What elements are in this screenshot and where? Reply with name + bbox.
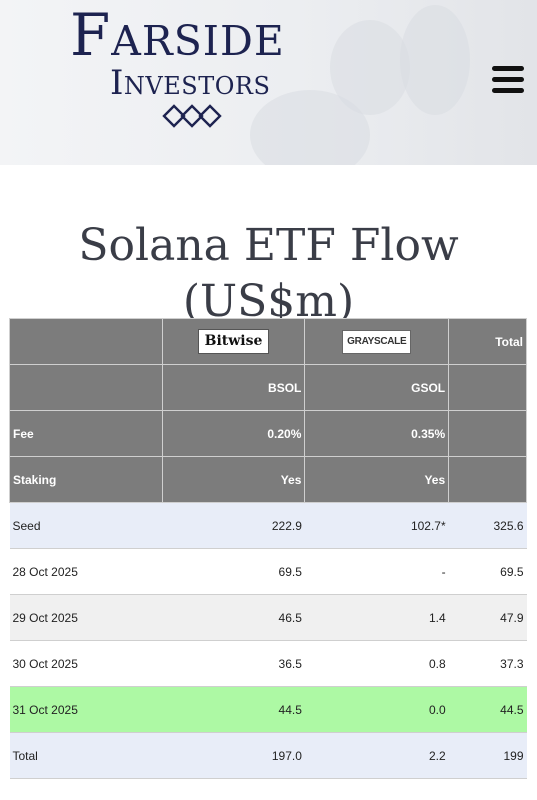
gsol-value: 1.4 [304,594,449,641]
row-label: Total [9,732,163,779]
menu-bar [492,77,524,82]
fee-bsol: 0.20% [161,410,306,457]
gsol-value: - [304,548,449,595]
empty-header-cell [448,410,527,457]
fee-gsol: 0.35% [304,410,450,457]
bsol-value: 222.9 [162,502,305,549]
bsol-value: 69.5 [162,548,305,595]
gsol-value: 2.2 [304,732,449,779]
bsol-value: 44.5 [162,686,305,733]
hamburger-menu-icon[interactable] [492,66,524,94]
table-row: 29 Oct 2025 46.5 1.4 47.9 [9,594,527,641]
brand-logo-title[interactable]: Farside [70,1,285,69]
staking-bsol: Yes [161,456,306,503]
bsol-value: 36.5 [162,640,305,687]
grayscale-logo: GRAYSCALE [342,329,412,354]
row-label: Seed [9,502,163,549]
site-header: Farside Investors [0,0,537,165]
gsol-value: 102.7* [304,502,449,549]
empty-header-cell [448,456,527,503]
total-value: 199 [448,732,527,779]
provider-cell-grayscale: GRAYSCALE [304,318,450,365]
ticker-bsol: BSOL [161,364,306,411]
empty-header-cell [9,364,163,411]
staking-label: Staking [9,456,163,503]
menu-bar [492,88,524,93]
row-label: 28 Oct 2025 [9,548,163,595]
fee-row: Fee 0.20% 0.35% [9,410,527,457]
page-title: Solana ETF Flow (US$m) [78,220,459,327]
table-row: Seed 222.9 102.7* 325.6 [9,502,527,549]
gsol-value: 0.8 [304,640,449,687]
empty-header-cell [448,364,527,411]
bsol-value: 197.0 [162,732,305,779]
total-value: 325.6 [448,502,527,549]
bitwise-logo: Bitwise [197,329,270,354]
empty-header-cell [9,318,163,365]
solana-etf-flow-table: Bitwise GRAYSCALE Total BSOL GSOL Fee 0.… [9,318,527,779]
total-value: 37.3 [448,640,527,687]
total-value: 44.5 [448,686,527,733]
brand-logo-subtitle[interactable]: Investors [110,63,271,103]
header-photo-shape [400,5,470,115]
menu-bar [492,66,524,71]
total-header: Total [448,318,527,365]
ticker-row: BSOL GSOL [9,364,527,411]
table-row: 28 Oct 2025 69.5 - 69.5 [9,548,527,595]
brand-diamonds-icon [162,104,222,128]
total-value: 69.5 [448,548,527,595]
row-label: 30 Oct 2025 [9,640,163,687]
table-row-total: Total 197.0 2.2 199 [9,732,527,779]
staking-gsol: Yes [304,456,450,503]
gsol-value: 0.0 [304,686,449,733]
provider-cell-bitwise: Bitwise [161,318,306,365]
ticker-gsol: GSOL [304,364,450,411]
total-value: 47.9 [448,594,527,641]
provider-row: Bitwise GRAYSCALE Total [9,318,527,365]
table-row: 30 Oct 2025 36.5 0.8 37.3 [9,640,527,687]
table-row-latest: 31 Oct 2025 44.5 0.0 44.5 [9,686,527,733]
row-label: 29 Oct 2025 [9,594,163,641]
header-photo-shape [250,90,370,165]
fee-label: Fee [9,410,163,457]
staking-row: Staking Yes Yes [9,456,527,503]
row-label: 31 Oct 2025 [9,686,163,733]
bsol-value: 46.5 [162,594,305,641]
